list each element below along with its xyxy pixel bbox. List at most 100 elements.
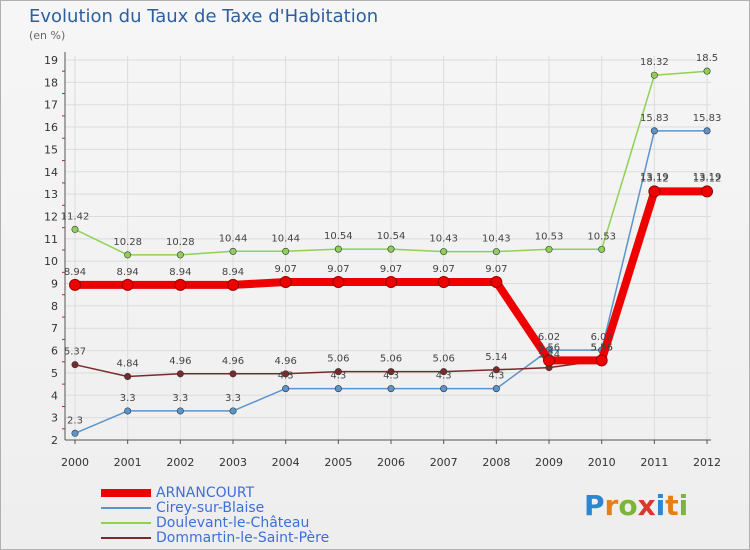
x-tick-label: 2006: [377, 456, 405, 469]
data-label: 10.44: [271, 233, 300, 244]
logo-letter: P: [584, 489, 605, 522]
data-label: 6.02: [538, 332, 560, 343]
data-point: [334, 385, 342, 393]
data-label: 18.5: [696, 53, 718, 64]
data-label: 5.37: [64, 347, 86, 358]
x-tick-label: 2000: [61, 456, 89, 469]
x-tick-label: 2002: [166, 456, 194, 469]
data-point: [176, 407, 184, 415]
data-point: [334, 245, 342, 253]
data-label: 15.83: [693, 113, 722, 124]
data-point: [650, 71, 658, 79]
data-label: 9.07: [380, 264, 402, 275]
x-tick-label: 2005: [324, 456, 352, 469]
data-label: 5.56: [591, 342, 613, 353]
data-point: [124, 407, 132, 415]
data-label: 10.54: [377, 231, 406, 242]
data-point: [69, 278, 81, 291]
data-label: 2.3: [67, 415, 83, 426]
logo-letter: i: [655, 489, 666, 522]
data-label: 13.19: [640, 172, 669, 183]
data-label: 11.42: [61, 211, 90, 222]
data-point: [121, 278, 134, 291]
logo-letter: i: [678, 489, 689, 522]
x-tick-label: 2004: [272, 456, 300, 469]
data-label: 13.12: [693, 173, 722, 184]
data-point: [229, 370, 237, 378]
data-point: [282, 370, 290, 378]
data-point: [492, 366, 500, 374]
data-label: 10.28: [113, 237, 142, 248]
legend-label: Doulevant-le-Château: [156, 515, 310, 531]
data-point: [227, 278, 240, 291]
grid-lines: [65, 56, 712, 441]
y-tick-label: 11: [44, 233, 58, 246]
data-label: 9.07: [485, 264, 507, 275]
y-tick-label: 6: [51, 345, 58, 358]
data-label: 18.32: [640, 57, 669, 68]
data-point: [543, 354, 556, 367]
x-tick-label: 2012: [693, 456, 721, 469]
x-tick-label: 2001: [114, 456, 142, 469]
data-label: 13.19: [693, 172, 722, 183]
data-point: [387, 385, 395, 393]
data-point: [492, 248, 500, 256]
x-tick-label: 2003: [219, 456, 247, 469]
data-label: 4.3: [383, 371, 399, 382]
data-point: [71, 361, 79, 369]
data-point: [334, 368, 342, 376]
y-tick-label: 12: [44, 210, 58, 223]
y-tick-label: 9: [51, 278, 58, 291]
chart-title: Evolution du Taux de Taxe d'Habitation: [29, 6, 379, 27]
data-point: [440, 248, 448, 256]
data-point: [282, 385, 290, 393]
y-tick-label: 8: [51, 300, 58, 313]
data-label: 8.94: [64, 267, 86, 278]
data-point: [385, 275, 398, 288]
data-point: [71, 225, 79, 233]
data-label: 10.43: [429, 234, 458, 245]
data-point: [229, 247, 237, 255]
data-label: 5.24: [538, 350, 560, 361]
data-point: [332, 275, 345, 288]
data-label: 4.3: [488, 371, 504, 382]
legend-swatch: [101, 537, 151, 539]
data-label: 10.44: [219, 233, 248, 244]
y-tick-label: 14: [44, 166, 58, 179]
data-point: [545, 245, 553, 253]
data-label: 3.3: [225, 393, 241, 404]
data-label: 4.3: [330, 371, 346, 382]
data-label: 13.12: [640, 173, 669, 184]
data-label: 4.96: [222, 356, 244, 367]
axes: 2 3 4 5 6 7 8 9 10 11 12 13 14 15 16 17 18 19 2000 2001 2002…: [44, 52, 721, 469]
y-tick-label: 4: [51, 389, 58, 402]
data-label: 10.53: [587, 231, 616, 242]
legend-label: Cirey-sur-Blaise: [156, 500, 265, 516]
data-label: 9.07: [433, 264, 455, 275]
logo-letter: r: [604, 489, 619, 522]
logo-letter: x: [637, 489, 656, 522]
legend-swatch: [101, 489, 151, 497]
data-label: 4.84: [117, 359, 139, 370]
x-tick-label: 2009: [535, 456, 563, 469]
data-point: [595, 354, 608, 367]
data-point: [279, 275, 292, 288]
data-point: [703, 127, 711, 135]
y-tick-label: 19: [44, 54, 58, 67]
data-label: 8.94: [169, 267, 191, 278]
data-label: 10.43: [482, 234, 511, 245]
legend-swatch: [101, 507, 151, 509]
chart-subtitle: (en %): [29, 29, 66, 42]
data-point: [229, 407, 237, 415]
data-label: 10.28: [166, 237, 195, 248]
proxiti-logo: Proxiti: [584, 489, 688, 522]
data-point: [703, 67, 711, 75]
data-label: 6.02: [591, 332, 613, 343]
data-label: 5.56: [538, 342, 560, 353]
data-label: 8.94: [222, 267, 244, 278]
y-tick-label: 7: [51, 322, 58, 335]
data-labels: 8.94 8.94 8.94 8.94 9.07 9.07 9.07 9.07 9.07 5.56…: [61, 53, 722, 426]
data-label: 8.94: [117, 267, 139, 278]
